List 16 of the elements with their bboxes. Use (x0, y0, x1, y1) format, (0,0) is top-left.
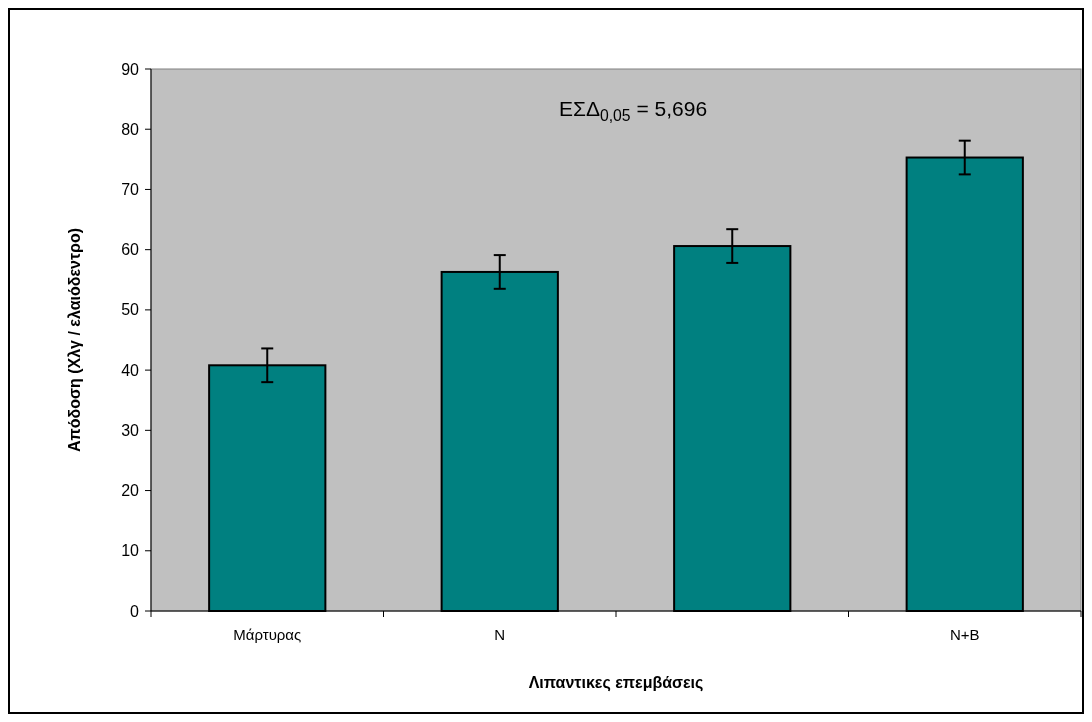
x-axis-title: Λιπαντικες επεμβάσεις (528, 674, 704, 692)
y-tick-label: 0 (130, 602, 140, 620)
annotation: ΕΣΔ$_{0,05}$ = 5,696 (558, 97, 708, 124)
y-tick-label: 50 (121, 301, 140, 319)
y-tick-label: 80 (121, 120, 140, 138)
y-tick-label: 90 (121, 60, 140, 78)
y-axis-title: Απόδοση (Χλγ / ελαιόδεντρο) (66, 227, 83, 453)
y-tick-label: 70 (121, 181, 140, 199)
y-tick-label: 10 (121, 542, 140, 560)
y-tick-label: 20 (121, 482, 140, 500)
y-tick-label: 40 (121, 361, 140, 379)
x-tick-label: Μάρτυρας (233, 626, 302, 643)
y-tick-label: 30 (121, 421, 140, 439)
x-tick-label: N+B (949, 626, 980, 643)
x-tick-label: N (494, 626, 506, 643)
y-tick-label: 60 (121, 241, 140, 259)
